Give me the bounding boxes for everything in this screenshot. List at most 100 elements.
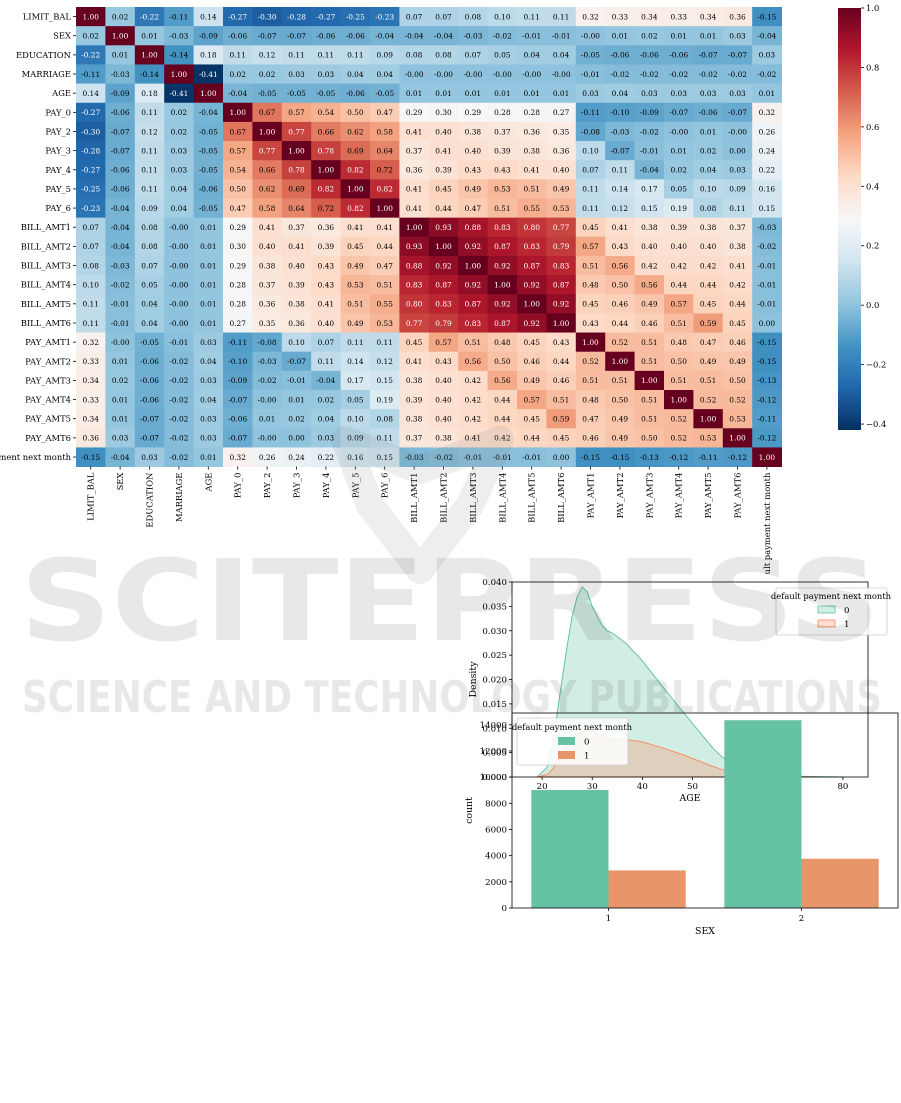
heatmap-cell-value: 0.43 <box>582 319 599 328</box>
heatmap-cell <box>399 121 430 142</box>
heatmap-cell <box>134 332 165 353</box>
heatmap-cell-value: 0.40 <box>553 166 570 175</box>
heatmap-cell-value: 0.48 <box>582 395 599 404</box>
heatmap-cell <box>546 83 577 104</box>
heatmap-cell-value: 0.29 <box>465 108 482 117</box>
heatmap-cell-value: 0.01 <box>141 32 157 41</box>
heatmap-cell <box>340 294 371 314</box>
heatmap-cell <box>458 351 488 372</box>
heatmap-cell-value: -0.02 <box>258 376 277 385</box>
heatmap-cell-value: 0.07 <box>406 12 423 21</box>
heatmap-cell-value: 1.00 <box>670 395 687 404</box>
heatmap-col-label: PAY_AMT6 <box>733 473 744 519</box>
heatmap-cell <box>546 409 577 429</box>
heatmap-cell-value: -0.01 <box>757 261 776 270</box>
heatmap-cell-value: 0.47 <box>376 108 393 117</box>
heatmap-cell-value: 0.22 <box>318 453 334 462</box>
heatmap-cell-value: 0.44 <box>435 204 452 213</box>
heatmap-cell-value: -0.11 <box>757 415 776 424</box>
heatmap-cell-value: -0.41 <box>199 70 218 79</box>
heatmap-col-label: BILL_AMT4 <box>497 473 508 523</box>
heatmap-cell-value: -0.00 <box>522 70 541 79</box>
heatmap-cell-value: 0.14 <box>82 89 99 98</box>
heatmap-cell <box>311 370 341 391</box>
heatmap-col-label: PAY_5 <box>350 473 361 499</box>
heatmap-cell <box>722 390 753 410</box>
heatmap-cell-value: 0.82 <box>347 204 363 213</box>
heatmap-cell <box>281 45 312 65</box>
heatmap-cell-value: 0.69 <box>288 185 305 194</box>
heatmap-cell <box>223 121 253 142</box>
heatmap-cell <box>252 121 283 142</box>
colorbar-tick-label: 1.0 <box>866 3 879 13</box>
heatmap-cell <box>76 121 106 142</box>
heatmap-row-label: PAY_AMT1 <box>25 337 71 348</box>
heatmap-cell-value: 0.49 <box>347 319 364 328</box>
heatmap-cell-value: 0.66 <box>318 127 335 136</box>
heatmap-cell <box>311 294 341 314</box>
heatmap-cell <box>76 332 106 353</box>
heatmap-cell <box>252 294 283 314</box>
heatmap-cell-value: 0.11 <box>553 12 569 21</box>
heatmap-cell-value: 0.47 <box>582 415 599 424</box>
heatmap-cell-value: 0.51 <box>523 185 539 194</box>
heatmap-cell <box>399 428 430 448</box>
heatmap-cell-value: 0.42 <box>641 261 657 270</box>
heatmap-cell-value: 0.02 <box>171 127 187 136</box>
heatmap-cell-value: 0.11 <box>582 204 598 213</box>
heatmap-cell <box>76 7 106 27</box>
heatmap-cell-value: -0.25 <box>346 12 365 21</box>
heatmap-cell <box>76 313 106 333</box>
heatmap-cell <box>370 351 400 372</box>
heatmap-cell <box>252 351 283 372</box>
heatmap-cell <box>105 294 136 314</box>
heatmap-cell-value: 0.07 <box>582 166 599 175</box>
heatmap-cell-value: -0.06 <box>111 166 130 175</box>
heatmap-cell-value: -0.07 <box>728 51 747 60</box>
heatmap-cell <box>575 64 606 84</box>
heatmap-cell-value: 0.15 <box>376 376 393 385</box>
heatmap-cell-value: -0.05 <box>258 89 277 98</box>
heatmap-cell-value: 0.59 <box>700 319 717 328</box>
heatmap-cell <box>634 447 665 467</box>
heatmap-cell-value: 0.64 <box>288 204 305 213</box>
heatmap-cell <box>370 198 400 219</box>
heatmap-row-label: PAY_3 <box>45 146 71 157</box>
heatmap-cell-value: -0.27 <box>81 108 100 117</box>
watermark-logo <box>331 426 514 584</box>
heatmap-cell <box>164 370 194 391</box>
heatmap-cell-value: 0.41 <box>406 185 422 194</box>
heatmap-cell <box>605 141 635 161</box>
heatmap-cell-value: -0.02 <box>640 127 659 136</box>
heatmap-col-label: PAY_AMT1 <box>586 473 597 519</box>
heatmap-cell-value: 0.01 <box>112 51 128 60</box>
heatmap-cell-value: -0.02 <box>169 376 188 385</box>
heatmap-cell <box>752 313 782 333</box>
heatmap-cell-value: 0.01 <box>670 32 686 41</box>
heatmap-row-label: SEX <box>53 31 71 41</box>
heatmap-cell-value: -0.06 <box>346 89 365 98</box>
heatmap-cell-value: 0.01 <box>670 146 686 155</box>
heatmap-cell <box>223 64 253 84</box>
heatmap-cell-value: 0.36 <box>288 319 305 328</box>
heatmap-cell <box>340 45 371 65</box>
heatmap-cell-value: 0.43 <box>318 261 335 270</box>
heatmap-cell <box>458 7 488 27</box>
heatmap-cell-value: -0.28 <box>81 146 100 155</box>
heatmap-row-label: BILL_AMT1 <box>21 222 71 233</box>
heatmap-cell-value: 0.45 <box>347 242 364 251</box>
heatmap-cell-value: 0.26 <box>259 453 276 462</box>
heatmap-cell-value: 0.57 <box>670 300 687 309</box>
heatmap-cell <box>664 409 694 429</box>
heatmap-cell-value: 0.16 <box>347 453 364 462</box>
heatmap-cell <box>634 102 665 123</box>
heatmap-cell-value: 0.10 <box>700 185 717 194</box>
heatmap-cell-value: -0.12 <box>757 395 776 404</box>
heatmap-cell-value: 0.49 <box>523 376 540 385</box>
heatmap-cell-value: 0.15 <box>376 453 393 462</box>
heatmap-cell-value: 0.03 <box>729 89 746 98</box>
heatmap-cell-value: 0.07 <box>465 51 482 60</box>
heatmap-cell <box>634 294 665 314</box>
heatmap-cell-value: 0.01 <box>200 242 216 251</box>
heatmap-cell <box>134 83 165 104</box>
